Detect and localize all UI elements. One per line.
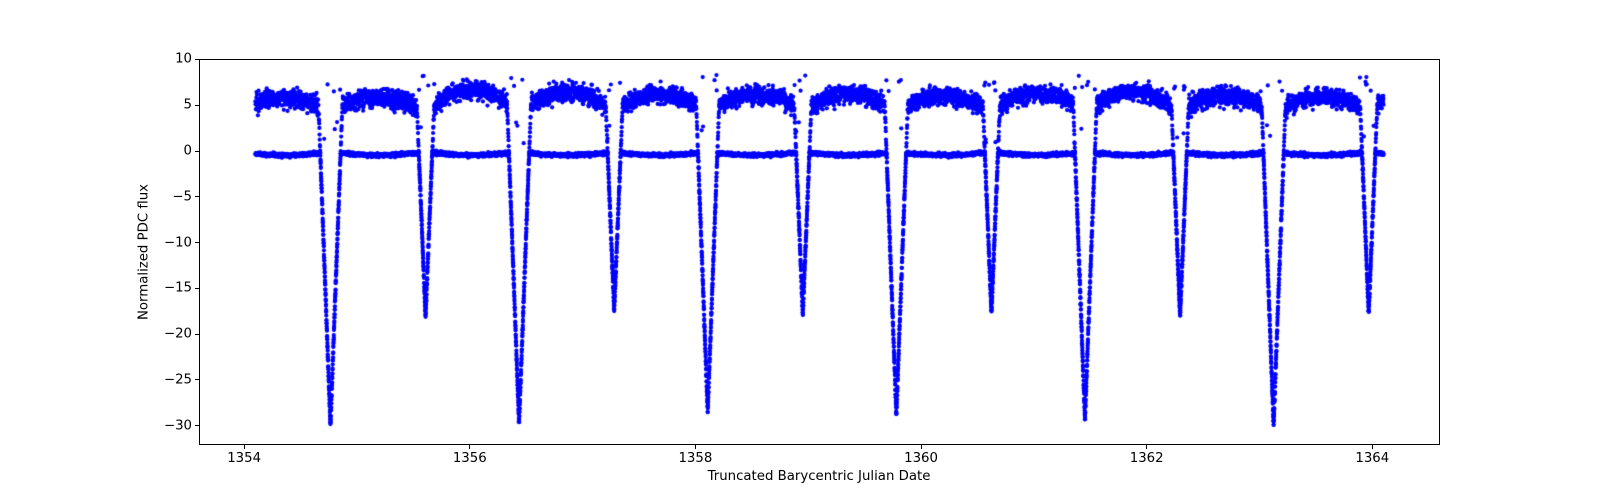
y-tick-label: −30 xyxy=(163,418,192,434)
x-tick-mark xyxy=(1146,445,1148,449)
x-tick-mark xyxy=(920,445,922,449)
y-tick-mark xyxy=(195,287,199,289)
y-axis-label: Normalized PDC flux xyxy=(136,183,152,321)
y-tick-label: −15 xyxy=(163,280,192,296)
x-axis-label: Truncated Barycentric Julian Date xyxy=(707,469,931,484)
y-tick-label: 5 xyxy=(183,97,192,113)
x-tick-label: 1356 xyxy=(452,451,487,466)
y-tick-mark xyxy=(195,242,199,244)
x-tick-label: 1362 xyxy=(1129,451,1164,466)
x-tick-label: 1354 xyxy=(227,451,262,466)
x-tick-mark xyxy=(1371,445,1373,449)
x-tick-label: 1358 xyxy=(678,451,713,466)
y-tick-label: 10 xyxy=(175,51,192,67)
y-tick-mark xyxy=(195,150,199,152)
y-tick-mark xyxy=(195,196,199,198)
y-tick-mark xyxy=(195,58,199,60)
y-tick-label: −10 xyxy=(163,235,192,251)
x-tick-mark xyxy=(694,445,696,449)
y-tick-mark xyxy=(195,425,199,427)
y-tick-label: −5 xyxy=(172,189,192,205)
x-tick-mark xyxy=(243,445,245,449)
y-tick-label: −20 xyxy=(163,326,192,342)
y-tick-label: 0 xyxy=(183,143,192,159)
y-tick-mark xyxy=(195,104,199,106)
y-tick-label: −25 xyxy=(163,372,192,388)
y-tick-mark xyxy=(195,333,199,335)
y-tick-mark xyxy=(195,379,199,381)
x-tick-label: 1364 xyxy=(1355,451,1390,466)
x-tick-label: 1360 xyxy=(904,451,938,466)
x-tick-mark xyxy=(469,445,471,449)
